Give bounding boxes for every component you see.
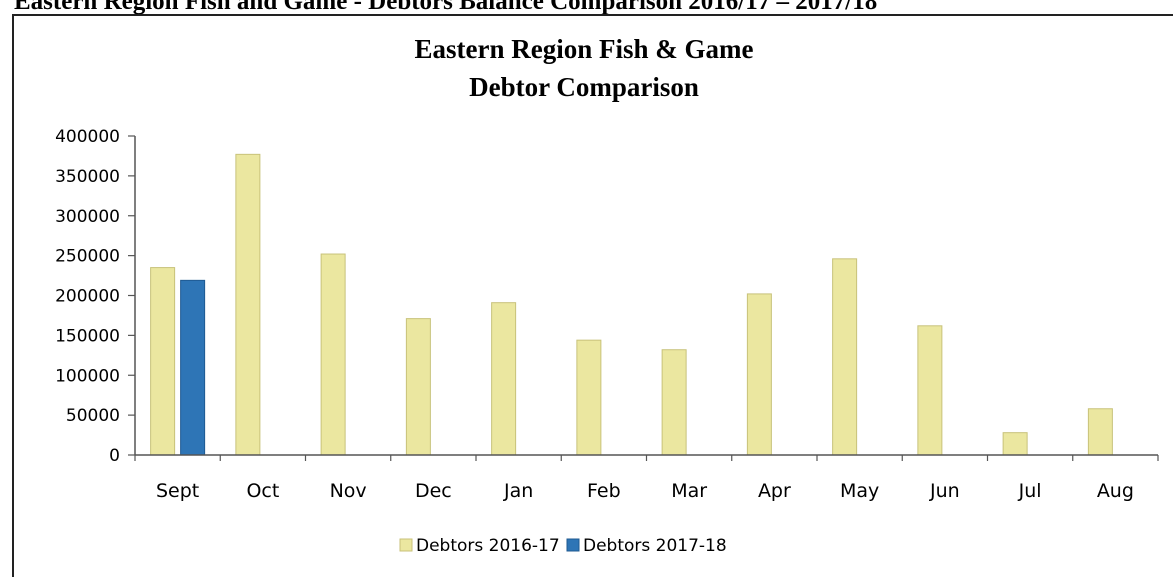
chart-frame: [12, 14, 1173, 577]
x-tick-label: May: [840, 480, 879, 502]
y-tick-label: 100000: [55, 366, 120, 386]
y-tick-label: 200000: [55, 287, 120, 307]
bar-debtors-2016-17-may: [832, 258, 858, 456]
bar-debtors-2016-17-mar: [661, 349, 687, 456]
y-tick-label: 300000: [55, 207, 120, 227]
y-tick-label: 0: [109, 446, 120, 466]
bar-debtors-2017-18-sept: [180, 279, 206, 456]
bar-debtors-2016-17-jul: [1002, 432, 1028, 456]
legend-label: Debtors 2016-17: [416, 536, 560, 556]
bar-debtors-2016-17-dec: [405, 318, 431, 456]
bar-debtors-2016-17-apr: [746, 293, 772, 456]
x-tick-label: Aug: [1097, 480, 1134, 502]
bar-debtors-2016-17-jun: [917, 325, 943, 456]
y-tick-label: 350000: [55, 167, 120, 187]
x-tick-label: Oct: [246, 480, 279, 502]
y-tick-label: 250000: [55, 247, 120, 267]
x-tick-label: Dec: [415, 480, 452, 502]
page-heading: Eastern Region Fish and Game - Debtors B…: [14, 0, 878, 15]
y-tick-label: 400000: [55, 127, 120, 147]
bar-debtors-2016-17-feb: [576, 339, 602, 456]
x-tick-label: Mar: [671, 480, 707, 502]
bar-debtors-2016-17-jan: [491, 302, 517, 456]
bar-debtors-2016-17-sept: [150, 267, 176, 456]
bars: [150, 153, 1113, 456]
legend-label: Debtors 2017-18: [583, 536, 727, 556]
legend: Debtors 2016-17 Debtors 2017-18: [399, 536, 727, 556]
bar-debtors-2016-17-nov: [320, 253, 346, 456]
legend-swatch: [399, 538, 413, 552]
x-tick-label: Sept: [156, 480, 199, 502]
x-axis-labels: Sept Oct Nov Dec Jan Feb Mar Apr May Jun Jul Aug: [134, 455, 1159, 502]
y-tick-label: 150000: [55, 326, 120, 346]
y-tick-label: 50000: [66, 406, 120, 426]
x-tick-label: Jul: [1018, 480, 1042, 502]
bar-debtors-2016-17-aug: [1087, 408, 1113, 456]
chart-title: Eastern Region Fish & Game: [415, 34, 754, 64]
y-axis-ticks: 0 50000 100000 150000 200000 250000 300000 3500…: [55, 127, 135, 466]
x-tick-label: Feb: [587, 480, 621, 502]
x-tick-label: Jun: [929, 480, 960, 502]
legend-swatch: [566, 538, 580, 552]
x-tick-label: Apr: [758, 480, 791, 502]
chart-subtitle: Debtor Comparison: [469, 72, 699, 102]
x-tick-label: Jan: [503, 480, 533, 502]
x-tick-label: Nov: [330, 480, 367, 502]
bar-debtors-2016-17-oct: [235, 153, 261, 456]
